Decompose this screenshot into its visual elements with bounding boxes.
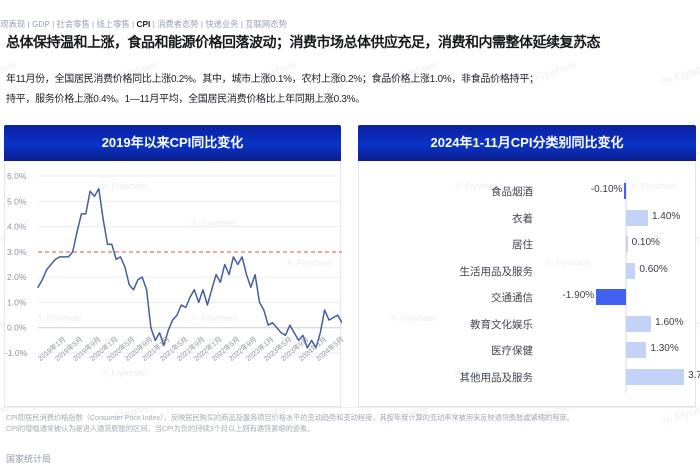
svg-text:5.0%: 5.0%	[7, 196, 27, 206]
svg-text:2.0%: 2.0%	[7, 272, 27, 282]
svg-text:6.0%: 6.0%	[7, 171, 27, 181]
svg-text:1.0%: 1.0%	[7, 297, 27, 307]
svg-text:0.0%: 0.0%	[7, 323, 27, 333]
svg-text:4.0%: 4.0%	[7, 222, 27, 232]
svg-text:3.0%: 3.0%	[7, 247, 27, 257]
